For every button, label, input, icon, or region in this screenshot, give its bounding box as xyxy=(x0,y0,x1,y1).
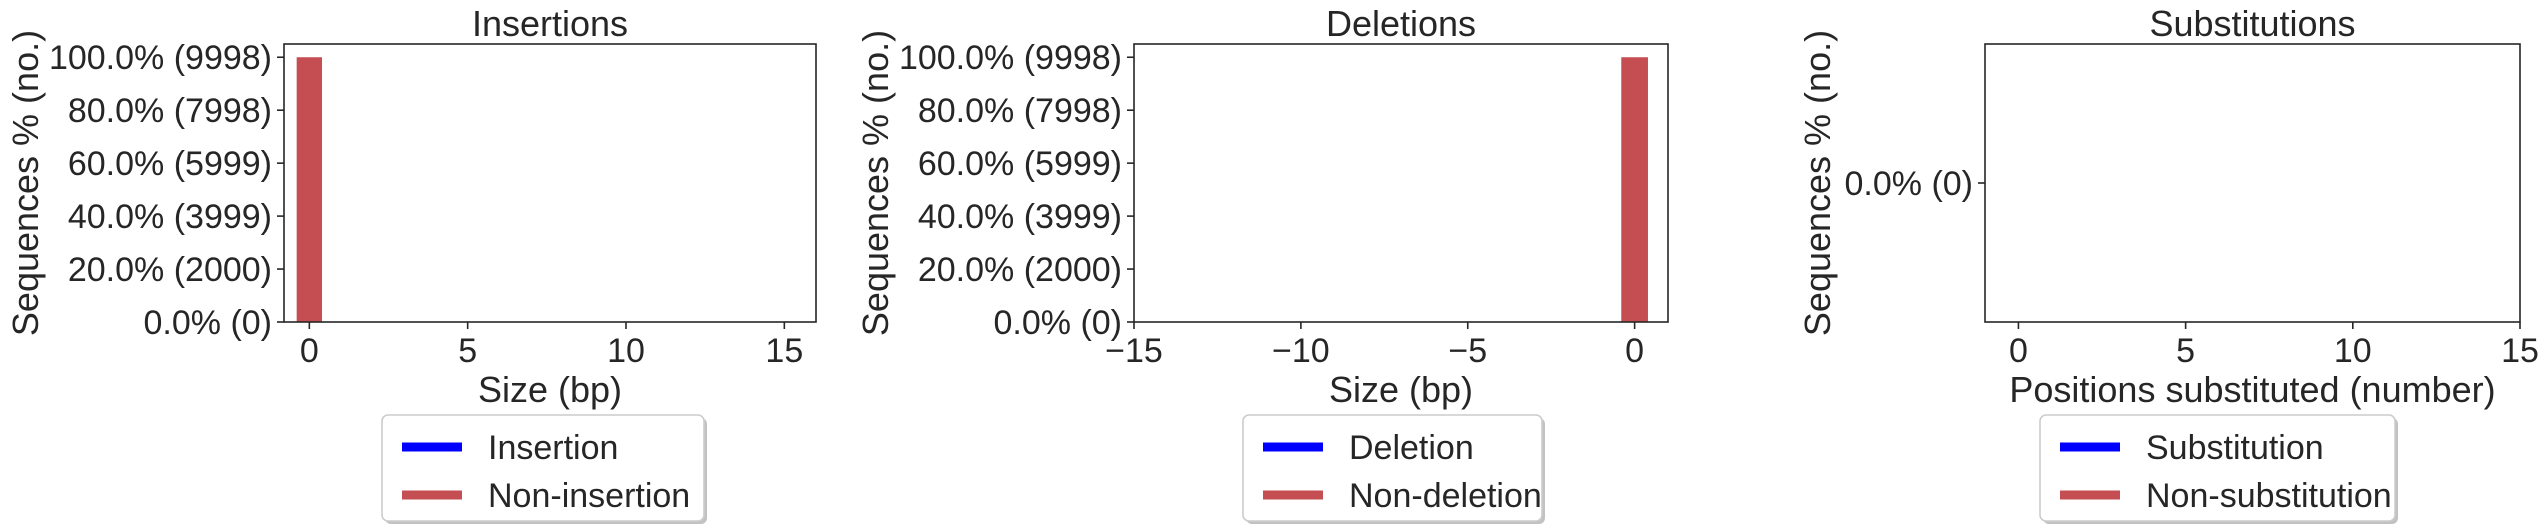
y-tick-label: 0.0% (0) xyxy=(144,304,273,342)
x-tick-label: 5 xyxy=(458,332,477,370)
chart-title: Substitutions xyxy=(2149,3,2355,44)
y-tick-label: 80.0% (7998) xyxy=(918,92,1122,130)
legend-label: Non-insertion xyxy=(488,477,690,515)
bar-0 xyxy=(1621,57,1648,323)
y-axis-label: Sequences % (no.) xyxy=(5,30,46,336)
x-tick-label: −5 xyxy=(1448,332,1487,370)
x-tick-label: 0 xyxy=(1625,332,1644,370)
panel-substitutions: 0.0% (0) 0 5 10 15 Substitutions Positions sub… xyxy=(1797,3,2539,524)
legend-label: Non-deletion xyxy=(1349,477,1542,515)
y-tick-label: 40.0% (3999) xyxy=(918,198,1122,236)
plot-frame xyxy=(1133,43,1669,323)
plot-frame xyxy=(1984,43,2521,323)
y-axis-label: Sequences % (no.) xyxy=(855,30,896,336)
legend: Insertion Non-insertion xyxy=(381,414,707,524)
panel-deletions: 0.0% (0) 20.0% (2000) 40.0% (3999) 60.0% (5… xyxy=(855,3,1669,524)
x-tick-label: 15 xyxy=(2501,332,2539,370)
legend: Substitution Non-substitution xyxy=(2039,414,2398,524)
y-tick-label: 40.0% (3999) xyxy=(68,198,272,236)
legend-label: Deletion xyxy=(1349,429,1474,467)
x-tick-label: 10 xyxy=(607,332,645,370)
x-axis-label: Size (bp) xyxy=(478,369,622,410)
x-tick-label: 10 xyxy=(2334,332,2372,370)
x-tick-label: 15 xyxy=(765,332,803,370)
legend-box xyxy=(381,414,705,522)
legend-label: Substitution xyxy=(2146,429,2324,467)
legend: Deletion Non-deletion xyxy=(1242,414,1545,524)
chart-title: Deletions xyxy=(1326,3,1476,44)
bar-0 xyxy=(296,57,322,323)
x-tick-label: −10 xyxy=(1272,332,1330,370)
y-axis-label: Sequences % (no.) xyxy=(1797,30,1838,336)
y-tick-label: 20.0% (2000) xyxy=(68,251,272,289)
x-tick-label: 0 xyxy=(2009,332,2028,370)
y-tick-label: 20.0% (2000) xyxy=(918,251,1122,289)
panel-insertions: 0.0% (0) 20.0% (2000) 40.0% (3999) 60.0% (5… xyxy=(5,3,817,524)
legend-box xyxy=(2039,414,2396,522)
legend-label: Insertion xyxy=(488,429,618,467)
chart-title: Insertions xyxy=(472,3,628,44)
x-tick-label: 0 xyxy=(300,332,319,370)
x-axis-label: Positions substituted (number) xyxy=(2009,369,2495,410)
x-tick-label: −15 xyxy=(1105,332,1163,370)
x-tick-label: 5 xyxy=(2176,332,2195,370)
y-tick-label: 60.0% (5999) xyxy=(68,145,272,183)
legend-label: Non-substitution xyxy=(2146,477,2392,515)
y-tick-label: 60.0% (5999) xyxy=(918,145,1122,183)
y-tick-label: 100.0% (9998) xyxy=(49,39,272,77)
y-tick-label: 0.0% (0) xyxy=(994,304,1123,342)
x-axis-label: Size (bp) xyxy=(1329,369,1473,410)
plot-frame xyxy=(283,43,817,323)
y-tick-label: 80.0% (7998) xyxy=(68,92,272,130)
y-tick-label: 100.0% (9998) xyxy=(899,39,1122,77)
y-tick-label: 0.0% (0) xyxy=(1845,165,1974,203)
